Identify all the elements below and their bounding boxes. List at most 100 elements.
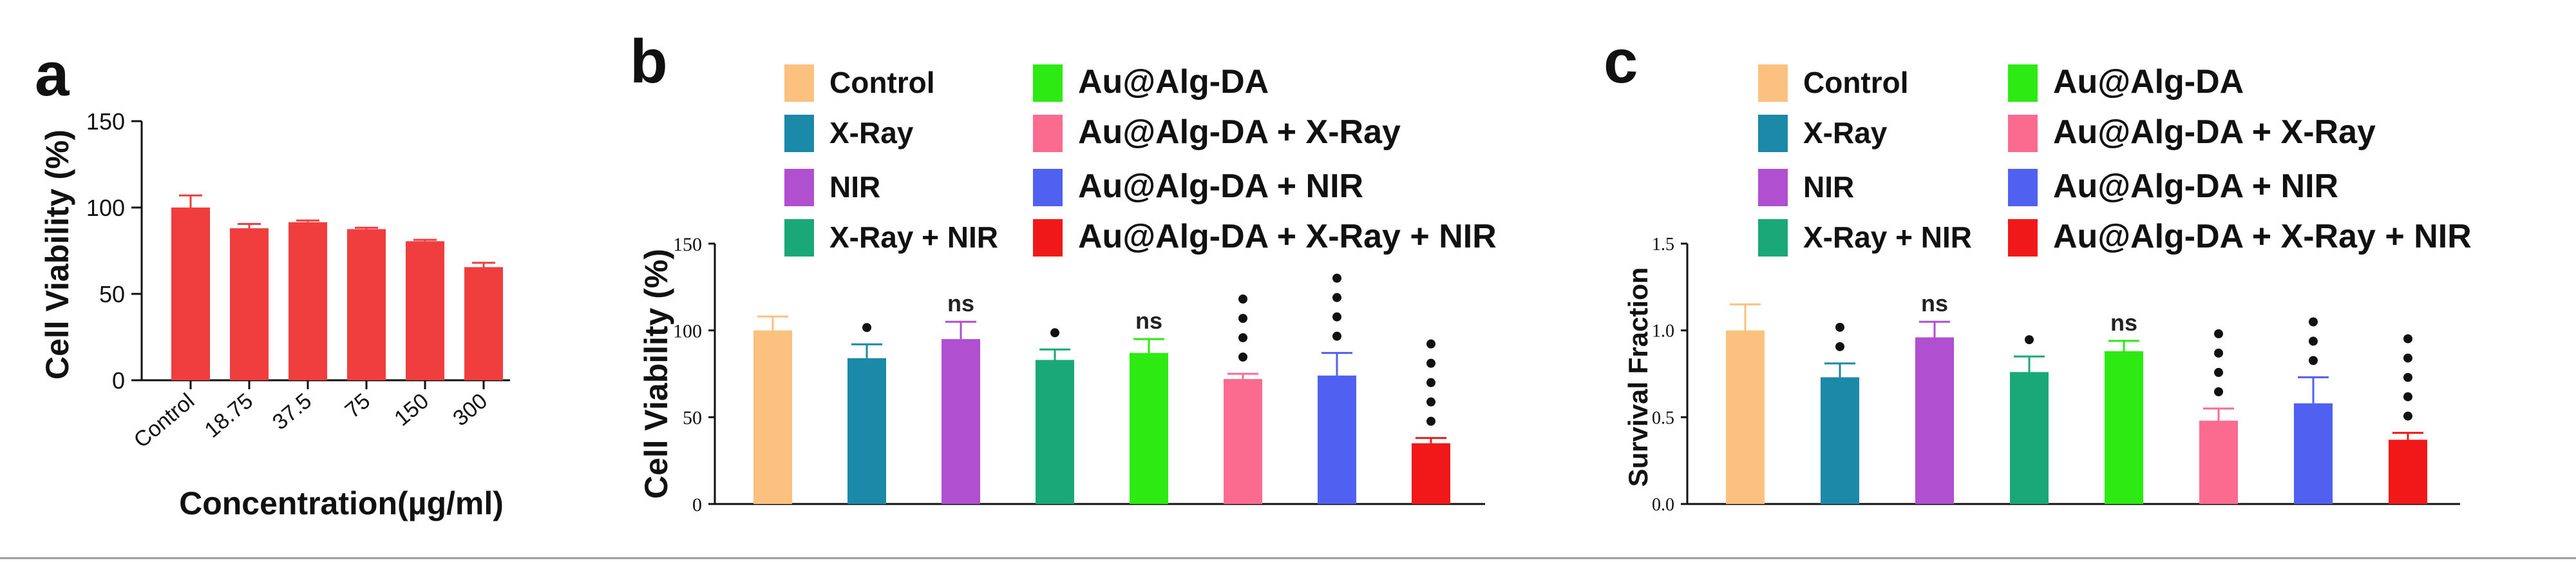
significance-dot [2403,334,2412,344]
significance-label: ns [1135,307,1162,334]
bar [2294,403,2333,504]
panel-letter-b: b [630,27,668,96]
legend-label: Control [1803,66,1909,99]
significance-dot [1426,397,1435,407]
significance-dot [1238,295,1247,304]
bar [1821,377,1859,504]
legend-swatch [1758,64,1788,102]
legend-label: Au@Alg-DA [1078,63,1269,101]
significance-label: ns [2110,309,2137,336]
significance-dot [862,323,871,333]
legend-swatch [784,219,814,257]
bar [230,228,269,380]
legend-label: Au@Alg-DA + X-Ray + NIR [1078,218,1497,255]
bar [2199,420,2238,504]
bar [1726,330,1765,504]
y-tick-label: 1.0 [1652,322,1674,342]
bar [1412,443,1450,504]
bar [2010,372,2049,504]
significance-dot [1332,331,1341,341]
y-tick-label: 150 [673,234,702,255]
significance-dot [1426,416,1435,426]
legend-label: Au@Alg-DA + NIR [1078,168,1363,205]
bar [347,229,386,380]
legend-swatch [784,169,814,206]
y-tick-label: 0.0 [1652,495,1674,515]
y-tick-label: 50 [683,407,702,429]
y-tick-label: 0 [692,494,702,516]
bar [1224,379,1262,504]
panel-a-x-axis-title: Concentration(µg/ml) [179,485,504,521]
legend-label: Control [829,66,935,99]
significance-dot [2214,367,2223,377]
significance-dot [1835,322,1844,332]
panel-c-legend: Control X-Ray NIR X-Ray + NIR Au@Alg-DA Au@Al… [1758,63,2472,257]
panel-c-chart: Control X-Ray NIR X-Ray + NIR Au@Alg-DA Au@Al… [1623,63,2472,515]
legend-swatch [1033,219,1063,257]
legend-label: NIR [829,170,880,204]
significance-dot [1426,358,1435,368]
bar [2105,351,2143,504]
significance-dot [1238,314,1247,323]
panel-letter-a: a [35,40,70,109]
legend-swatch [2008,219,2038,257]
bar [171,208,210,380]
y-tick-label: 50 [99,281,125,307]
bar [406,241,444,380]
y-tick-label: 0.5 [1652,408,1674,428]
legend-swatch [1033,169,1063,206]
legend-swatch [1758,169,1788,206]
panel-b-y-axis: 0 50 100 150 [673,234,1485,516]
y-tick-label: 100 [86,195,125,221]
significance-dot [1835,342,1844,351]
legend-label: Au@Alg-DA [2053,63,2244,101]
legend-swatch [1033,115,1063,152]
panel-b-chart: Control X-Ray NIR X-Ray + NIR Au@Alg-DA Au@Al… [638,63,1497,516]
legend-label: X-Ray + NIR [1803,220,1972,254]
significance-dot [2403,411,2412,421]
y-tick-label: 0 [112,367,125,394]
significance-dot [2309,336,2318,346]
legend-label: Au@Alg-DA + X-Ray [2053,113,2376,151]
significance-label: ns [1921,290,1948,316]
bar [1915,337,1954,504]
bar [1036,360,1074,504]
significance-label: ns [947,290,974,316]
legend-label: Au@Alg-DA + X-Ray [1078,113,1401,151]
panel-a-y-axis-title: Cell Viability (%) [39,130,75,380]
panel-a-bars [171,194,503,380]
legend-swatch [2008,115,2038,152]
y-tick-label: 1.5 [1652,235,1674,255]
legend-label: X-Ray [829,116,914,150]
significance-dot [1332,273,1341,283]
significance-dot [2214,387,2223,396]
legend-swatch [1758,219,1788,257]
significance-dot [2309,356,2318,365]
significance-dot [1238,353,1247,362]
legend-label: X-Ray + NIR [829,220,998,254]
y-tick-label: 150 [86,108,125,135]
legend-label: NIR [1803,170,1854,204]
panel-b-bars: ns ns [753,273,1450,504]
legend-swatch [784,64,814,102]
significance-dot [2403,353,2412,363]
bar [1130,353,1168,504]
legend-swatch [784,115,814,152]
significance-dot [2214,329,2223,338]
panel-c-bars: ns ns [1726,290,2427,504]
y-tick-label: 100 [673,320,702,342]
bar [848,358,886,504]
panel-c-y-axis-title: Survival Fraction [1623,267,1653,487]
significance-dot [2025,335,2034,345]
legend-swatch [1758,115,1788,152]
significance-dot [1050,328,1059,338]
bar [464,267,503,380]
significance-dot [2403,392,2412,402]
significance-dot [1426,339,1435,349]
legend-swatch [2008,64,2038,102]
bar [289,222,327,380]
legend-label: Au@Alg-DA + NIR [2053,168,2338,205]
significance-dot [2214,348,2223,358]
significance-dot [1332,293,1341,302]
